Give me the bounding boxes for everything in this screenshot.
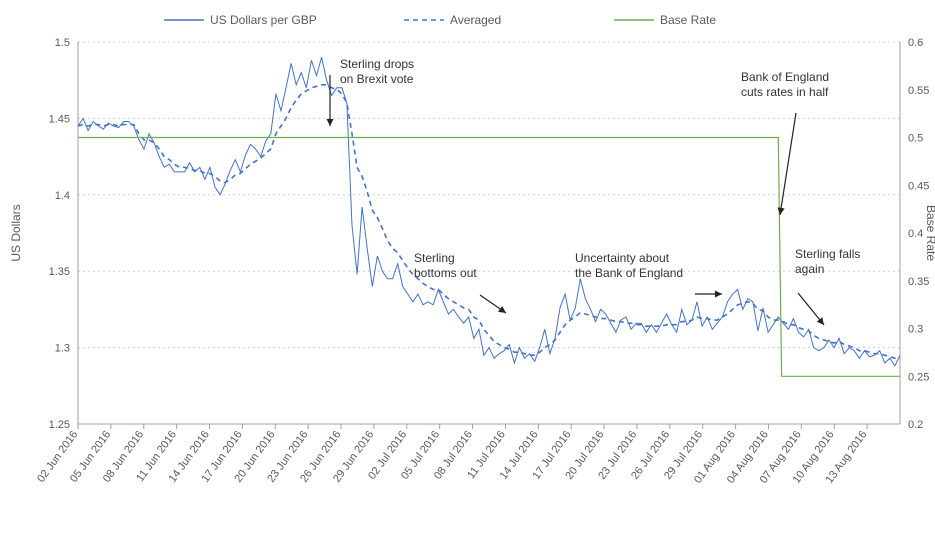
- annotation-text-uncert: Uncertainty aboutthe Bank of England: [575, 251, 683, 280]
- annotation-text-cuts: Bank of Englandcuts rates in half: [741, 70, 829, 99]
- y-right-tick-label: 0.5: [908, 133, 923, 145]
- annotation-text-falls: Sterling fallsagain: [795, 247, 860, 276]
- y-left-tick-label: 1.5: [55, 37, 70, 49]
- y-left-tick-label: 1.35: [49, 266, 70, 278]
- y-right-title: Base Rate: [924, 205, 935, 261]
- y-right-tick-label: 0.25: [908, 371, 929, 383]
- annotation-text-brexit: Sterling dropson Brexit vote: [340, 57, 414, 86]
- y-right-tick-label: 0.2: [908, 419, 923, 431]
- y-left-tick-label: 1.4: [55, 190, 70, 202]
- annotation-text-bottoms: Sterlingbottoms out: [414, 251, 477, 280]
- base-rate-line: [78, 138, 900, 377]
- y-right-tick-label: 0.35: [908, 276, 929, 288]
- y-left-title: US Dollars: [9, 204, 23, 261]
- annotation-arrow-falls: [798, 293, 824, 325]
- y-right-tick-label: 0.6: [908, 37, 923, 49]
- annotation-arrow-cuts: [780, 113, 796, 215]
- exchange-rate-chart: 1.25 1.3 1.35 1.4 1.45 1.5 0.2 0.25 0.3 0.35 0.4 0.…: [0, 0, 935, 535]
- legend-label: US Dollars per GBP: [210, 13, 317, 27]
- y-left-tick-label: 1.25: [49, 419, 70, 431]
- legend-label: Averaged: [450, 13, 501, 27]
- averaged-line: [78, 85, 900, 359]
- y-right-tick-label: 0.4: [908, 228, 923, 240]
- y-right-tick-label: 0.45: [908, 180, 929, 192]
- y-right-tick-label: 0.3: [908, 324, 923, 336]
- annotation-arrow-bottoms: [480, 295, 506, 313]
- legend-label: Base Rate: [660, 13, 716, 27]
- y-left-tick-label: 1.3: [55, 343, 70, 355]
- chart-svg: 1.25 1.3 1.35 1.4 1.45 1.5 0.2 0.25 0.3 0.35 0.4 0.…: [0, 0, 935, 535]
- y-right-tick-label: 0.55: [908, 85, 929, 97]
- y-left-tick-label: 1.45: [49, 113, 70, 125]
